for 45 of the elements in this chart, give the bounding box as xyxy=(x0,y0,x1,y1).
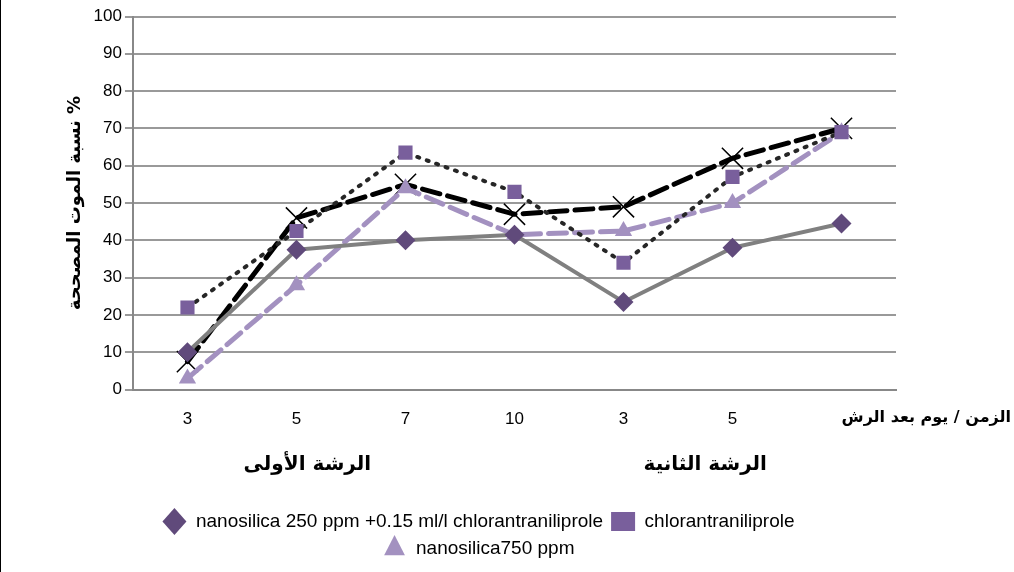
y-tick-label: 90 xyxy=(103,43,122,63)
x-tick-label: 5 xyxy=(727,409,738,429)
y-tick-label: 30 xyxy=(103,267,122,287)
point xyxy=(503,202,526,226)
y-tick-label: 80 xyxy=(103,80,122,100)
point xyxy=(613,291,634,312)
point xyxy=(722,237,743,258)
point xyxy=(285,206,308,230)
y-tick-label: 100 xyxy=(93,6,122,26)
legend-label: chlorantraniliprole xyxy=(644,509,795,531)
point xyxy=(289,223,304,239)
point xyxy=(287,275,306,291)
point xyxy=(831,213,852,234)
y-tick-label: 0 xyxy=(112,379,122,399)
y-tick-label: 20 xyxy=(103,304,122,324)
point xyxy=(177,342,198,363)
x-tick-label: 7 xyxy=(400,409,411,429)
point xyxy=(395,230,416,251)
text: الرشة الثانية xyxy=(643,450,767,475)
y-tick-label: 50 xyxy=(103,192,122,212)
point xyxy=(721,146,744,170)
legend-label: nanosilica750 ppm xyxy=(416,536,575,558)
point xyxy=(616,255,631,270)
point xyxy=(614,221,633,237)
y-tick-label: 10 xyxy=(103,341,122,361)
x-tick-label: 5 xyxy=(291,409,302,429)
point xyxy=(507,184,522,199)
legend-label: nanosilica 250 ppm +0.15 ml/l chlorantraniliprole xyxy=(195,509,604,531)
x-tick-label: 10 xyxy=(505,409,524,429)
point xyxy=(725,169,740,184)
point xyxy=(504,224,525,245)
point xyxy=(723,193,742,209)
x-tick-label: 3 xyxy=(182,409,193,429)
y-axis-title: نسبة الموت المصححة % xyxy=(63,95,86,311)
point xyxy=(398,145,413,160)
point xyxy=(180,300,195,315)
point xyxy=(612,195,635,219)
text: الرشة الأولى xyxy=(243,449,372,475)
x-tick-label: 3 xyxy=(618,409,629,429)
y-tick-label: 40 xyxy=(103,230,122,250)
point xyxy=(286,239,307,260)
y-tick-label: 70 xyxy=(103,118,122,138)
point xyxy=(178,368,197,384)
x-axis-title: الزمن / يوم بعد الرش xyxy=(841,406,1011,426)
y-tick-label: 60 xyxy=(103,155,122,175)
